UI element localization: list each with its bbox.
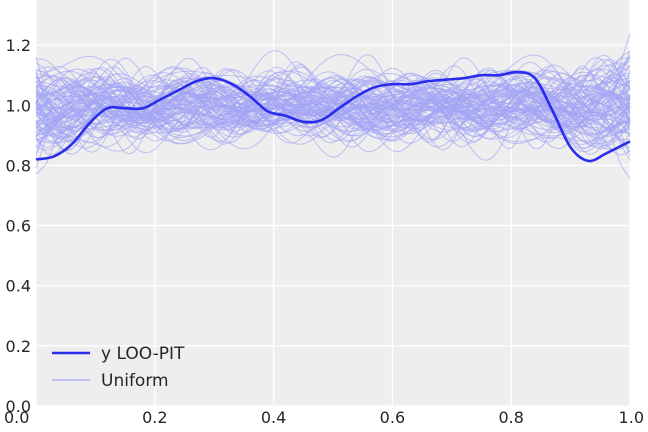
uniform-line [35,93,631,137]
uniform-line [35,54,631,138]
legend-label-uniform: Uniform [101,371,169,391]
y-tick-label: 0.6 [6,217,31,236]
y-tick-label: 1.0 [6,96,31,115]
uniform-line [35,33,631,133]
x-tick-label: 0.0 [4,408,29,427]
x-tick-label: 0.8 [498,408,523,427]
y-tick-label: 0.2 [6,337,31,356]
uniform-line [35,55,631,155]
uniform-line [35,79,631,144]
uniform-line [35,95,631,135]
uniform-line [35,81,631,141]
loo-pit-line [35,70,631,163]
legend-label-loo-pit: y LOO-PIT [101,344,185,364]
uniform-line [35,68,631,124]
uniform-line [35,78,631,150]
uniform-line [35,64,631,118]
uniform-line [35,96,631,151]
uniform-line [35,81,631,143]
x-tick-label: 1.0 [619,408,644,427]
x-tick-label: 0.4 [261,408,286,427]
y-tick-label: 0.0 [6,397,31,416]
uniform-line [35,66,631,175]
uniform-line [35,77,631,110]
y-tick-label: 0.8 [6,156,31,175]
legend: y LOO-PIT Uniform [52,344,185,391]
x-tick-label: 0.6 [380,408,405,427]
y-tick-label: 0.4 [6,277,31,296]
uniform-line [35,72,631,121]
y-tick-label: 1.2 [6,36,31,55]
uniform-line [35,56,631,161]
tick-labels: 0.0 0.2 0.4 0.6 0.8 1.0 0.0 0.2 0.4 0.6 0.8 1.0 1.2 [4,36,644,427]
loo-pit-series [35,70,631,163]
plot-background [36,0,630,406]
x-tick-label: 0.2 [142,408,167,427]
